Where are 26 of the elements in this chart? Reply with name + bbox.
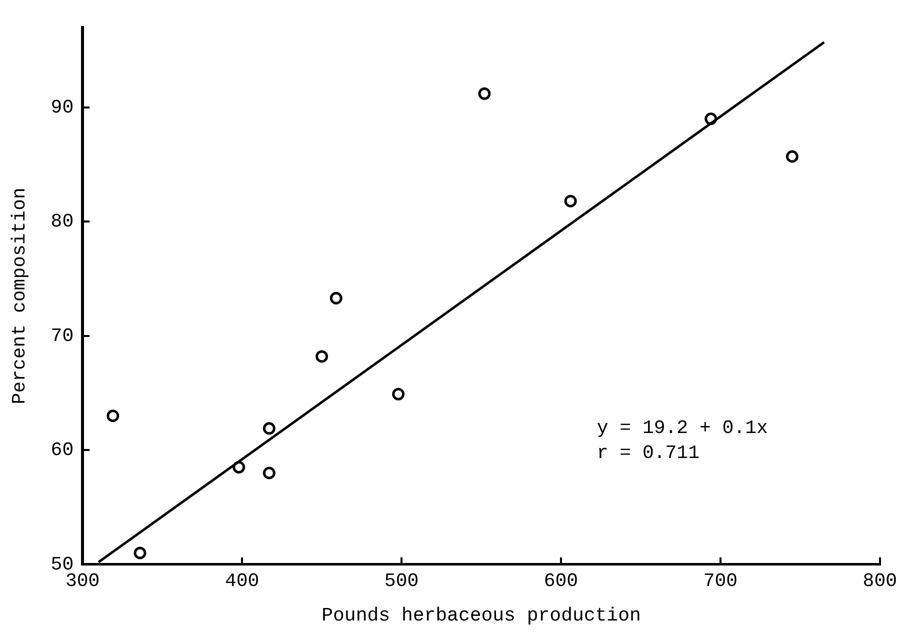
annotation: r = 0.711 <box>596 442 700 464</box>
point <box>478 87 491 100</box>
point <box>134 546 146 560</box>
y-tick-label: 80 <box>50 210 74 233</box>
annotation: y = 19.2 + 0.1x <box>596 416 768 439</box>
point <box>392 388 405 400</box>
point <box>786 150 798 163</box>
x-tick-label: 500 <box>384 570 419 592</box>
point <box>704 112 718 126</box>
point <box>262 422 276 435</box>
point <box>330 292 342 304</box>
y-tick-label: 70 <box>50 324 74 347</box>
point <box>106 410 120 422</box>
x-tick-label: 800 <box>862 570 898 592</box>
x-tick-label: 300 <box>65 570 100 592</box>
point <box>564 194 577 208</box>
x-axis-title: Pounds herbaceous production <box>322 604 641 627</box>
y-tick-label: 90 <box>50 96 74 118</box>
y-tick-label: 60 <box>50 439 74 462</box>
point <box>232 461 246 474</box>
x-tick-label: 600 <box>544 570 578 592</box>
point <box>262 466 276 480</box>
point <box>316 350 328 363</box>
y-axis-title: Percent composition <box>8 188 30 404</box>
x-tick-label: 400 <box>224 570 260 592</box>
x-tick-label: 700 <box>703 570 738 592</box>
